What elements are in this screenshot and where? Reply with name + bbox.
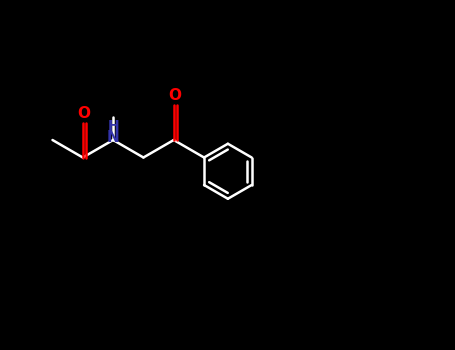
Text: N: N (107, 130, 120, 145)
Text: H: H (107, 119, 119, 133)
Text: O: O (77, 106, 90, 121)
Text: O: O (168, 89, 181, 104)
